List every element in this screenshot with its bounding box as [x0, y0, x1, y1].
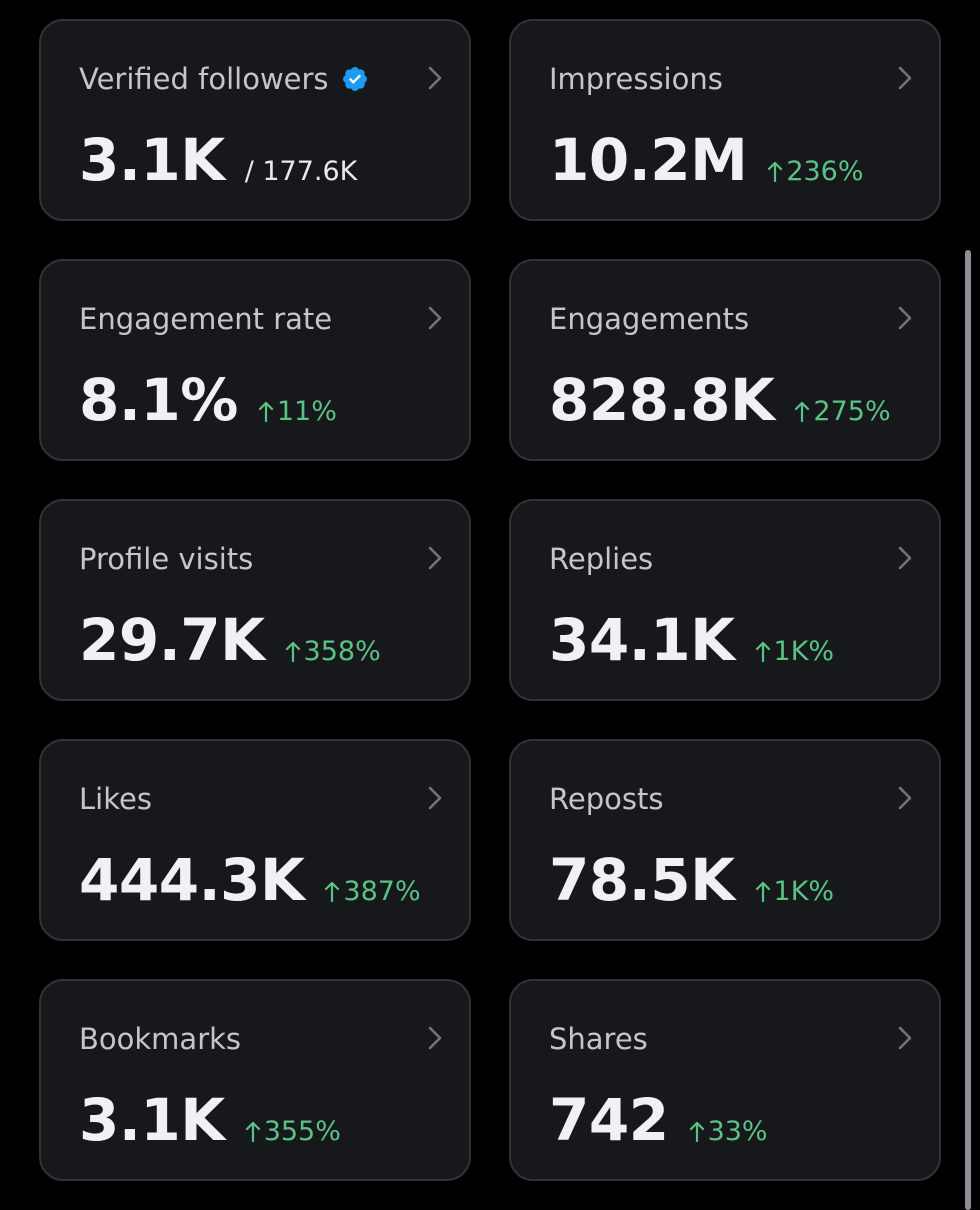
value-row: 3.1K / 177.6K	[79, 127, 357, 193]
value-row: 828.8K 275%	[549, 367, 891, 433]
metric-value: 29.7K	[79, 606, 265, 674]
metric-change: 236%	[767, 156, 864, 187]
card-bookmarks[interactable]: Bookmarks 3.1K 355%	[39, 979, 471, 1181]
arrow-up-icon	[755, 641, 770, 662]
arrow-up-icon	[755, 881, 770, 902]
card-title-label: Engagement rate	[79, 302, 333, 336]
metric-change: 1K%	[755, 876, 835, 907]
metric-value: 828.8K	[549, 366, 775, 434]
metric-change: 275%	[794, 396, 891, 427]
card-title: Profile visits	[79, 539, 253, 579]
card-title: Verified followers	[79, 59, 369, 99]
card-title: Shares	[549, 1019, 648, 1059]
arrow-up-icon	[285, 641, 300, 662]
value-row: 3.1K 355%	[79, 1087, 341, 1153]
metric-value: 3.1K	[79, 1086, 225, 1154]
card-verified-followers[interactable]: Verified followers 3.1K / 177.6K	[39, 19, 471, 221]
card-title-label: Shares	[549, 1022, 648, 1056]
card-title-label: Verified followers	[79, 62, 329, 96]
card-title: Reposts	[549, 779, 663, 819]
card-replies[interactable]: Replies 34.1K 1K%	[509, 499, 941, 701]
metric-total: / 177.6K	[244, 156, 358, 187]
metric-change-value: 1K%	[773, 876, 835, 907]
chevron-right-icon	[898, 66, 912, 90]
metric-change-value: 11%	[276, 396, 337, 427]
chevron-right-icon	[898, 1026, 912, 1050]
value-row: 10.2M 236%	[549, 127, 864, 193]
metric-change: 355%	[245, 1117, 341, 1147]
chevron-right-icon	[428, 786, 442, 810]
card-title-label: Likes	[79, 782, 152, 816]
card-profile-visits[interactable]: Profile visits 29.7K 358%	[39, 499, 471, 701]
arrow-up-icon	[258, 401, 273, 422]
metric-change-value: 236%	[786, 156, 864, 187]
card-title: Impressions	[549, 59, 723, 99]
metric-value: 34.1K	[549, 606, 735, 674]
value-row: 29.7K 358%	[79, 607, 381, 673]
value-row: 8.1% 11%	[79, 367, 337, 433]
metric-value: 3.1K	[79, 126, 225, 194]
metric-change-value: 1K%	[773, 636, 835, 667]
metrics-grid: Verified followers 3.1K / 177.6K Impress…	[39, 19, 941, 1181]
chevron-right-icon	[898, 786, 912, 810]
card-title: Engagement rate	[79, 299, 332, 339]
value-row: 742 33%	[549, 1087, 768, 1153]
card-likes[interactable]: Likes 444.3K 387%	[39, 739, 471, 941]
chevron-right-icon	[428, 306, 442, 330]
value-row: 34.1K 1K%	[549, 607, 834, 673]
chevron-right-icon	[898, 306, 912, 330]
metric-change-value: 358%	[303, 636, 381, 667]
metric-change-value: 355%	[263, 1116, 341, 1147]
chevron-right-icon	[428, 546, 442, 570]
value-row: 444.3K 387%	[79, 847, 421, 913]
card-shares[interactable]: Shares 742 33%	[509, 979, 941, 1181]
card-title-label: Impressions	[549, 62, 723, 96]
chevron-right-icon	[898, 546, 912, 570]
arrow-up-icon	[689, 1121, 704, 1142]
metric-change: 358%	[285, 637, 381, 667]
metric-value: 78.5K	[549, 846, 735, 914]
card-title-label: Profile visits	[79, 542, 254, 576]
scrollbar[interactable]	[965, 250, 971, 1210]
chevron-right-icon	[428, 66, 442, 90]
metric-change-value: 33%	[707, 1116, 768, 1147]
value-row: 78.5K 1K%	[549, 847, 834, 913]
metric-value: 444.3K	[79, 846, 305, 914]
card-title-label: Bookmarks	[79, 1022, 242, 1056]
metric-change-value: 387%	[343, 876, 421, 907]
verified-badge-icon	[342, 67, 367, 91]
card-title: Bookmarks	[79, 1019, 241, 1059]
card-engagement-rate[interactable]: Engagement rate 8.1% 11%	[39, 259, 471, 461]
card-title: Likes	[79, 779, 152, 819]
arrow-up-icon	[795, 401, 810, 422]
card-reposts[interactable]: Reposts 78.5K 1K%	[509, 739, 941, 941]
metric-value: 8.1%	[79, 366, 238, 434]
metric-value: 742	[549, 1086, 669, 1154]
arrow-up-icon	[768, 161, 783, 182]
metric-change: 387%	[324, 876, 421, 907]
card-title-label: Reposts	[549, 782, 664, 816]
metric-change-value: 275%	[813, 396, 891, 427]
metric-change: 11%	[258, 397, 337, 427]
card-title: Replies	[549, 539, 653, 579]
arrow-up-icon	[245, 1121, 260, 1142]
card-engagements[interactable]: Engagements 828.8K 275%	[509, 259, 941, 461]
card-title: Engagements	[549, 299, 749, 339]
chevron-right-icon	[428, 1026, 442, 1050]
card-impressions[interactable]: Impressions 10.2M 236%	[509, 19, 941, 221]
metric-change: 33%	[689, 1117, 768, 1147]
metric-value: 10.2M	[549, 126, 748, 194]
arrow-up-icon	[325, 881, 340, 902]
card-title-label: Replies	[549, 542, 654, 576]
card-title-label: Engagements	[549, 302, 750, 336]
metric-change: 1K%	[755, 636, 835, 667]
